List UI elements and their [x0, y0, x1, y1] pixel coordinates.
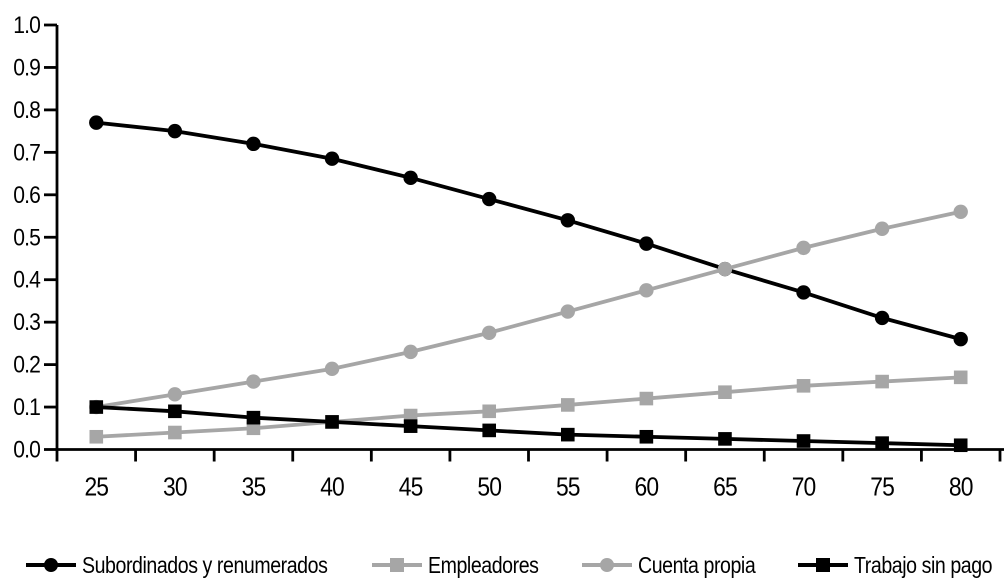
y-tick-label: 0.1 [13, 394, 40, 421]
legend-line-black [26, 558, 76, 572]
data-point [403, 419, 418, 433]
data-point [796, 240, 811, 256]
x-tick-label: 70 [792, 473, 816, 502]
legend-line-black [798, 558, 848, 572]
line-chart-plot: 0.0 0.1 0.2 0.3 0.4 0.5 0.6 0.7 0.8 0.9 1.0 25 30 35 4… [13, 12, 1004, 502]
data-point [874, 221, 890, 236]
x-tick-label: 35 [242, 473, 266, 502]
data-point [953, 331, 968, 347]
data-point [482, 404, 497, 419]
data-point [325, 415, 339, 429]
legend-label-trabajo-sin-pago: Trabajo sin pago [854, 551, 993, 578]
x-tick-label: 50 [477, 473, 501, 502]
x-tick-label: 65 [713, 473, 737, 502]
y-axis: 0.0 0.1 0.2 0.3 0.4 0.5 0.6 0.7 0.8 0.9 1.0 [13, 12, 57, 463]
legend-item-trabajo-sin-pago: Trabajo sin pago [798, 548, 1006, 582]
x-axis: 25 30 35 40 45 50 55 60 65 70 75 80 [55, 449, 1002, 502]
legend-label-empleadores: Empleadores [428, 551, 539, 578]
data-point [168, 404, 182, 419]
y-tick-label: 0.2 [13, 351, 40, 378]
data-point [953, 438, 968, 453]
series-line-cuenta-propia [95, 209, 962, 409]
data-point [718, 385, 732, 399]
y-tick-label: 0.4 [13, 266, 40, 293]
data-point [482, 423, 497, 438]
legend-label-subordinados: Subordinados y renumerados [82, 551, 328, 578]
circle-marker-icon [44, 558, 58, 572]
y-tick-label: 0.6 [13, 182, 40, 209]
data-point [89, 115, 104, 130]
chart-legend: Subordinados y renumerados Empleadores C… [0, 548, 1006, 582]
y-tick-label: 0.9 [13, 54, 40, 81]
series-empleadores [89, 370, 968, 444]
data-point [875, 436, 889, 450]
data-point [167, 387, 183, 402]
data-point [403, 170, 418, 186]
data-point [718, 432, 732, 446]
data-point [167, 123, 183, 139]
data-point [324, 151, 340, 166]
x-tick-label: 80 [949, 473, 973, 502]
circle-marker-icon [600, 558, 614, 572]
series-trabajo-sin-pago [89, 400, 968, 453]
y-tick-label: 0.3 [13, 309, 40, 336]
data-point [639, 236, 654, 251]
data-point [560, 213, 575, 228]
legend-item-empleadores: Empleadores [372, 548, 558, 582]
data-point [403, 408, 418, 423]
data-point [639, 283, 654, 298]
square-marker-icon [390, 558, 404, 572]
series-line-empleadores [96, 375, 961, 439]
data-point [953, 204, 968, 219]
data-point [875, 374, 889, 389]
square-marker-icon [816, 558, 830, 572]
series-subordinados-y-renumerados [89, 115, 968, 347]
y-tick-label: 0.8 [13, 97, 40, 124]
x-tick-label: 60 [635, 473, 659, 502]
data-point [560, 304, 575, 319]
data-point [953, 370, 968, 385]
series-line-trabajo-sin-pago [96, 405, 961, 448]
x-tick-label: 75 [870, 473, 894, 502]
x-tick-label: 55 [556, 473, 580, 502]
series-line-subordinados-y-renumerados [96, 120, 962, 341]
data-point [403, 344, 418, 360]
data-point [324, 361, 340, 377]
data-point [560, 398, 575, 412]
legend-item-subordinados: Subordinados y renumerados [26, 548, 371, 582]
y-tick-label: 0.7 [13, 139, 40, 166]
data-point [796, 285, 811, 300]
data-point [639, 429, 654, 444]
legend-item-cuenta-propia: Cuenta propia [582, 548, 776, 582]
y-tick-label: 0.5 [13, 224, 40, 251]
x-tick-label: 45 [399, 473, 423, 502]
y-tick-label: 1.0 [13, 12, 40, 39]
x-tick-label: 40 [320, 473, 344, 502]
x-tick-label: 30 [163, 473, 187, 502]
data-point [246, 410, 261, 425]
data-point [717, 261, 733, 277]
legend-line-gray [582, 558, 632, 572]
data-point [168, 425, 182, 440]
data-point [89, 429, 104, 444]
data-point [639, 391, 654, 406]
data-point [246, 136, 261, 152]
data-point [874, 310, 890, 326]
data-point [560, 427, 575, 442]
data-point [246, 374, 261, 389]
data-point [796, 379, 811, 393]
legend-label-cuenta-propia: Cuenta propia [638, 551, 756, 578]
data-point [89, 400, 104, 414]
data-point [482, 325, 497, 340]
data-point [246, 421, 261, 436]
y-tick-label: 0.0 [13, 436, 40, 463]
data-point [482, 191, 497, 207]
data-point [796, 434, 811, 448]
legend-line-gray [372, 558, 422, 572]
x-tick-label: 25 [84, 473, 108, 502]
